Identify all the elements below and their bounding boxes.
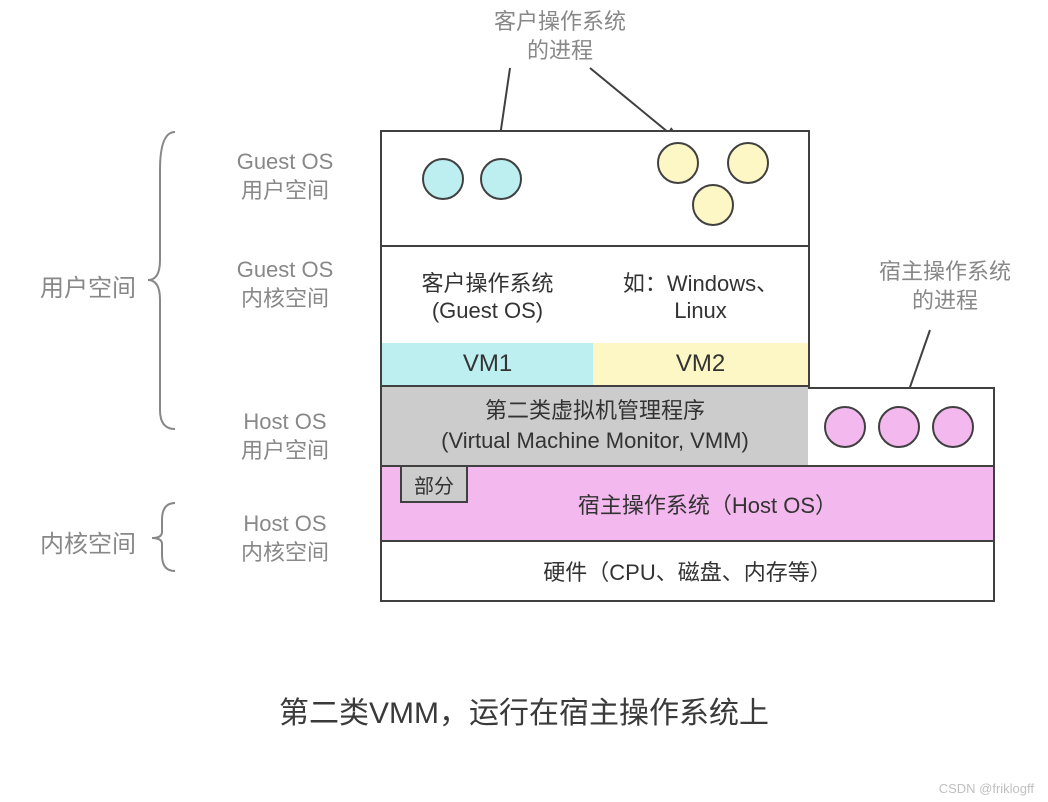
brace-kernel-space-label: 内核空间 [40, 524, 136, 559]
watermark: CSDN @friklogff [939, 781, 1034, 796]
guest-os-l2: (Guest OS) [432, 298, 543, 323]
guest-process-circle-2 [480, 158, 522, 200]
vm2-cell: VM2 [593, 343, 810, 387]
guest-example-l2: Linux [674, 298, 727, 323]
row-label-guest-kernel: Guest OS 内核空间 [200, 256, 370, 313]
guest-kernel-cell-right: 如：Windows、 Linux [593, 245, 810, 345]
host-os-label: 宿主操作系统（Host OS） [578, 488, 837, 520]
row-label-guest-user-l1: Guest OS [237, 149, 334, 174]
hardware-cell: 硬件（CPU、磁盘、内存等） [380, 542, 995, 602]
guest-process-circle-4 [727, 142, 769, 184]
vmm-l2: (Virtual Machine Monitor, VMM) [441, 428, 749, 453]
figure-caption: 第二类VMM，运行在宿主操作系统上 [0, 688, 1048, 732]
guest-process-circle-1 [422, 158, 464, 200]
row-label-host-kernel-l1: Host OS [243, 511, 326, 536]
host-os-cell: 宿主操作系统（Host OS） [380, 467, 995, 542]
vmm-cell: 第二类虚拟机管理程序 (Virtual Machine Monitor, VMM… [380, 387, 810, 467]
vm1-cell: VM1 [380, 343, 595, 387]
host-process-circle-2 [878, 406, 920, 448]
guest-process-circle-5 [692, 184, 734, 226]
guest-kernel-cell-left: 客户操作系统 (Guest OS) [380, 245, 595, 345]
row-label-host-user-l2: 用户空间 [241, 438, 329, 463]
row-label-host-kernel-l2: 内核空间 [241, 540, 329, 565]
vm2-label: VM2 [676, 350, 725, 378]
row-label-guest-user: Guest OS 用户空间 [200, 148, 370, 205]
vmm-l1: 第二类虚拟机管理程序 [485, 398, 705, 423]
brace-user-space-label: 用户空间 [40, 268, 136, 303]
vm1-label: VM1 [463, 350, 512, 378]
row-label-host-user-l1: Host OS [243, 409, 326, 434]
guest-os-l1: 客户操作系统 [421, 271, 553, 296]
row-label-guest-kernel-l2: 内核空间 [241, 286, 329, 311]
host-process-circle-1 [824, 406, 866, 448]
host-process-circle-3 [932, 406, 974, 448]
guest-example-l1: 如：Windows、 [623, 271, 778, 296]
partial-tab: 部分 [400, 467, 468, 503]
row-label-guest-kernel-l1: Guest OS [237, 257, 334, 282]
guest-process-circle-3 [657, 142, 699, 184]
row-label-host-kernel: Host OS 内核空间 [200, 510, 370, 567]
hardware-label: 硬件（CPU、磁盘、内存等） [543, 555, 831, 587]
row-label-host-user: Host OS 用户空间 [200, 408, 370, 465]
partial-label: 部分 [414, 470, 454, 499]
row-label-guest-user-l2: 用户空间 [241, 178, 329, 203]
